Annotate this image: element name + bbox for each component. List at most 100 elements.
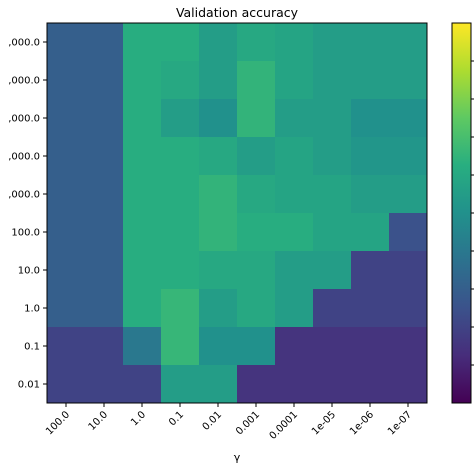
heatmap-cell — [351, 213, 390, 252]
heatmap-cell — [85, 61, 124, 100]
heatmap-cell — [313, 327, 352, 366]
heatmap-cell — [389, 99, 428, 138]
heatmap-cell — [313, 365, 352, 404]
heatmap-cell — [275, 137, 314, 176]
y-tick-label: ,000.0 — [8, 38, 40, 49]
heatmap-cell — [351, 61, 390, 100]
heatmap-cell — [47, 175, 86, 214]
heatmap-cell — [123, 327, 162, 366]
heatmap-cell — [199, 251, 238, 290]
y-tick-label: ,000.0 — [8, 190, 40, 201]
heatmap-cell — [199, 61, 238, 100]
plot-frame — [46, 22, 428, 404]
heatmap-cell — [275, 175, 314, 214]
heatmap-cell — [275, 289, 314, 328]
heatmap-cell — [123, 61, 162, 100]
heatmap-cell — [313, 213, 352, 252]
heatmap-cell — [161, 61, 200, 100]
heatmap-cell — [85, 251, 124, 290]
heatmap-cell — [389, 137, 428, 176]
heatmap-cell — [237, 23, 276, 62]
heatmap-cell — [389, 289, 428, 328]
heatmap-cell — [275, 327, 314, 366]
heatmap-cell — [237, 99, 276, 138]
heatmap-cell — [199, 213, 238, 252]
heatmap-cell — [351, 327, 390, 366]
y-tick-label: 0.01 — [18, 380, 40, 391]
heatmap-cell — [161, 99, 200, 138]
heatmap-cell — [313, 99, 352, 138]
heatmap-cell — [389, 213, 428, 252]
heatmap-cell — [161, 137, 200, 176]
heatmap-cell — [237, 289, 276, 328]
heatmap-cell — [275, 365, 314, 404]
heatmap-cell — [47, 365, 86, 404]
y-tick-label: 1.0 — [24, 304, 40, 315]
heatmap-cell — [313, 289, 352, 328]
heatmap-cell — [161, 289, 200, 328]
heatmap-cell — [85, 327, 124, 366]
heatmap-cell — [275, 251, 314, 290]
heatmap-cell — [123, 213, 162, 252]
heatmap-cell — [85, 175, 124, 214]
heatmap-cell — [237, 175, 276, 214]
heatmap-cell — [47, 23, 86, 62]
heatmap-cell — [313, 137, 352, 176]
heatmap-cell — [351, 99, 390, 138]
heatmap-cell — [47, 289, 86, 328]
chart-title: Validation accuracy — [176, 5, 299, 20]
heatmap-cell — [389, 23, 428, 62]
heatmap-cell — [275, 61, 314, 100]
y-tick-label: ,000.0 — [8, 152, 40, 163]
heatmap-cell — [237, 61, 276, 100]
heatmap-cell — [351, 251, 390, 290]
heatmap-cell — [123, 175, 162, 214]
heatmap-cell — [313, 61, 352, 100]
heatmap-cell — [237, 137, 276, 176]
heatmap-cell — [47, 327, 86, 366]
heatmap-cell — [47, 251, 86, 290]
heatmap-cell — [313, 175, 352, 214]
heatmap-cell — [237, 327, 276, 366]
heatmap-cell — [351, 175, 390, 214]
heatmap-cell — [85, 137, 124, 176]
heatmap-cell — [123, 251, 162, 290]
heatmap-cell — [85, 23, 124, 62]
heatmap-cell — [161, 175, 200, 214]
heatmap-cell — [123, 365, 162, 404]
heatmap-cell — [85, 289, 124, 328]
y-tick-label: 0.1 — [24, 342, 40, 353]
heatmap-cell — [85, 365, 124, 404]
heatmap-cell — [47, 137, 86, 176]
heatmap-cell — [161, 213, 200, 252]
heatmap-cell — [47, 61, 86, 100]
heatmap-cell — [123, 137, 162, 176]
heatmap-cell — [351, 137, 390, 176]
y-axis-ticks: ,000.0 ,000.0 ,000.0 ,000.0 ,000.0 100.0 10.0 1… — [8, 38, 47, 391]
heatmap-cell — [351, 365, 390, 404]
heatmap-cell — [389, 251, 428, 290]
heatmap-cell — [351, 23, 390, 62]
heatmap-cell — [199, 23, 238, 62]
heatmap-cell — [275, 213, 314, 252]
y-tick-label: ,000.0 — [8, 76, 40, 87]
heatmap-cell — [47, 213, 86, 252]
y-tick-label: 100.0 — [11, 228, 40, 239]
heatmap-cell — [351, 289, 390, 328]
y-tick-label: 10.0 — [18, 266, 40, 277]
heatmap-cell — [275, 23, 314, 62]
heatmap-cell — [161, 365, 200, 404]
heatmap-cell — [237, 365, 276, 404]
heatmap-cell — [161, 251, 200, 290]
heatmap-cell — [161, 23, 200, 62]
colorbar-gradient — [451, 22, 472, 404]
heatmap-cell — [85, 213, 124, 252]
heatmap-cell — [389, 327, 428, 366]
heatmap-cells — [47, 23, 428, 404]
heatmap-cell — [237, 251, 276, 290]
y-tick-label: ,000.0 — [8, 114, 40, 125]
heatmap-cell — [389, 61, 428, 100]
heatmap-cell — [123, 99, 162, 138]
heatmap-cell — [199, 137, 238, 176]
